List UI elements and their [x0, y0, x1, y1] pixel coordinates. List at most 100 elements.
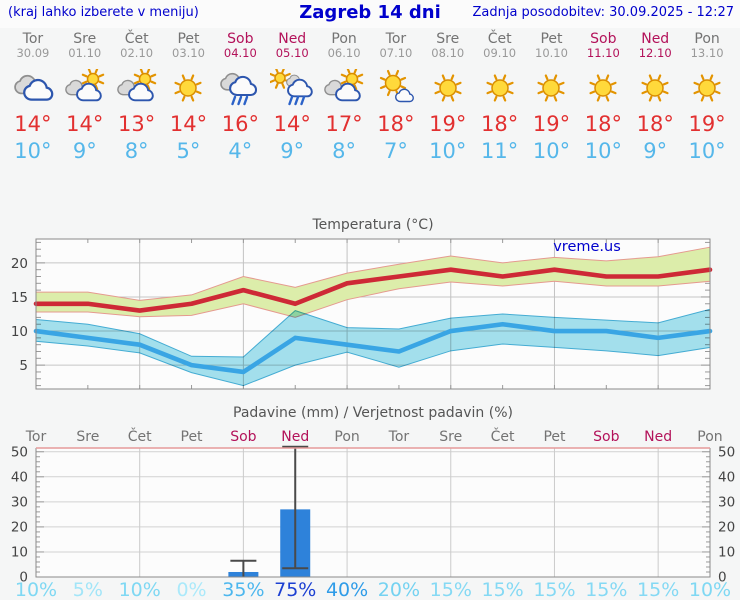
max-temperature: 14°	[66, 112, 104, 136]
last-update-text: Zadnja posodobitev: 30.09.2025 - 12:27	[472, 5, 734, 20]
min-temperature: 8°	[124, 139, 149, 163]
max-temperature: 14°	[273, 112, 311, 136]
y-axis-tick-label: 0	[19, 570, 28, 586]
max-temperature: 18°	[377, 112, 415, 136]
day-name: Tor	[385, 31, 407, 47]
sunny-icon	[474, 69, 526, 109]
min-temperature: 10°	[688, 139, 726, 163]
precip-day-label: Tor	[388, 429, 410, 445]
max-temperature: 14°	[14, 112, 52, 136]
day-name: Pon	[694, 31, 720, 47]
sunny-icon	[163, 69, 215, 109]
day-date: 11.10	[586, 46, 620, 60]
day-name: Pon	[331, 31, 357, 47]
day-column: Čet 09.10 18° 11°	[474, 32, 526, 164]
day-date: 07.10	[379, 46, 413, 60]
day-column: Sob 11.10 18° 10°	[577, 32, 629, 164]
y-axis-tick-label: 10	[11, 324, 28, 340]
sunny-icon	[526, 69, 578, 109]
day-column: Pet 03.10 14° 5°	[163, 31, 215, 164]
day-date: 08.10	[431, 46, 465, 60]
day-name: Sob	[227, 31, 254, 47]
precip-probability: 15%	[430, 579, 472, 600]
precipitation-chart: Padavine (mm) / Verjetnost padavin (%) To…	[11, 405, 735, 600]
y-axis-tick-label: 20	[11, 519, 28, 535]
y-axis-tick-label: 15	[11, 290, 28, 306]
day-name: Čet	[124, 31, 149, 47]
min-temperature: 10°	[429, 139, 467, 163]
day-date: 10.10	[535, 46, 568, 60]
y-axis-tick-label: 40	[718, 469, 735, 485]
precip-chart-title: Padavine (mm) / Verjetnost padavin (%)	[233, 405, 513, 421]
y-axis-tick-label: 50	[718, 444, 735, 460]
partly-cloudy-icon	[111, 67, 163, 109]
max-temperature: 19°	[688, 112, 726, 136]
menu-hint-text: (kraj lahko izberete v meniju)	[8, 5, 199, 20]
min-temperature: 4°	[228, 139, 253, 163]
day-date: 13.10	[690, 46, 724, 60]
min-temp-line	[33, 321, 713, 375]
page-title: Zagreb 14 dni	[299, 2, 441, 23]
day-date: 05.10	[275, 46, 309, 60]
day-name: Tor	[22, 31, 44, 47]
min-temperature: 7°	[383, 139, 408, 163]
day-date: 12.10	[638, 46, 672, 60]
day-name: Pet	[177, 31, 200, 47]
sunny-icon	[681, 69, 733, 109]
y-axis-tick-label: 10	[11, 544, 28, 560]
precip-day-label: Pon	[697, 429, 722, 445]
day-column: Sre 08.10 19° 10°	[422, 31, 474, 164]
max-temperature: 18°	[636, 112, 674, 136]
day-date: 04.10	[223, 46, 257, 60]
precip-probability: 40%	[326, 579, 368, 600]
precip-probability: 0%	[176, 579, 206, 600]
precip-day-label: Sob	[230, 429, 256, 445]
precip-probability: 20%	[378, 579, 420, 600]
precip-probability: 15%	[585, 579, 627, 600]
day-name: Sre	[73, 31, 97, 47]
min-temperature: 5°	[176, 139, 201, 163]
precip-probability: 10%	[689, 579, 731, 600]
day-column: Tor 30.09 14° 10°	[7, 32, 59, 163]
rain-icon	[214, 69, 266, 109]
precip-probability: 35%	[222, 579, 264, 600]
max-temperature: 19°	[429, 112, 467, 136]
day-name: Ned	[641, 31, 670, 47]
y-axis-tick-label: 5	[19, 358, 28, 374]
day-column: Čet 02.10 13° 8°	[111, 32, 163, 163]
precip-day-label: Ned	[644, 429, 672, 445]
day-date: 03.10	[172, 46, 205, 60]
y-axis-tick-label: 40	[11, 469, 28, 485]
sunny-icon	[422, 69, 474, 109]
precip-day-label: Sre	[439, 429, 462, 445]
precip-day-label: Čet	[128, 427, 152, 445]
max-temperature: 19°	[532, 112, 571, 136]
precip-probability: 10%	[15, 579, 57, 600]
day-column: Pon 13.10 19° 10°	[681, 31, 733, 164]
cloudy-icon	[7, 69, 59, 109]
day-date: 06.10	[327, 46, 361, 60]
min-temperature: 9°	[280, 139, 305, 163]
day-name: Sre	[436, 31, 460, 47]
day-name: Pet	[540, 31, 563, 47]
max-temperature: 17°	[325, 112, 363, 136]
precip-day-label: Ned	[281, 429, 309, 445]
temp-chart-title: Temperatura (°C)	[311, 217, 433, 233]
day-column: Sre 01.10 14° 9°	[59, 32, 111, 163]
day-date: 30.09	[16, 46, 50, 60]
y-axis-tick-label: 0	[718, 570, 727, 586]
precip-probability: 15%	[481, 579, 523, 600]
max-temperature: 16°	[221, 112, 259, 136]
watermark-vreme-us: vreme.us	[553, 239, 621, 255]
day-column: Ned 12.10 18° 9°	[629, 31, 681, 164]
day-date: 09.10	[483, 46, 517, 60]
y-axis-tick-label: 30	[11, 494, 28, 510]
min-temperature: 10°	[584, 139, 622, 163]
sunny-icon	[629, 69, 681, 109]
min-temperature: 9°	[643, 139, 668, 163]
partly-cloudy-icon	[59, 67, 111, 109]
page-header: (kraj lahko izberete v meniju) Zagreb 14…	[0, 0, 740, 28]
y-axis-tick-label: 20	[718, 519, 735, 535]
min-temperature: 8°	[332, 139, 356, 163]
precip-day-label: Tor	[25, 429, 47, 445]
